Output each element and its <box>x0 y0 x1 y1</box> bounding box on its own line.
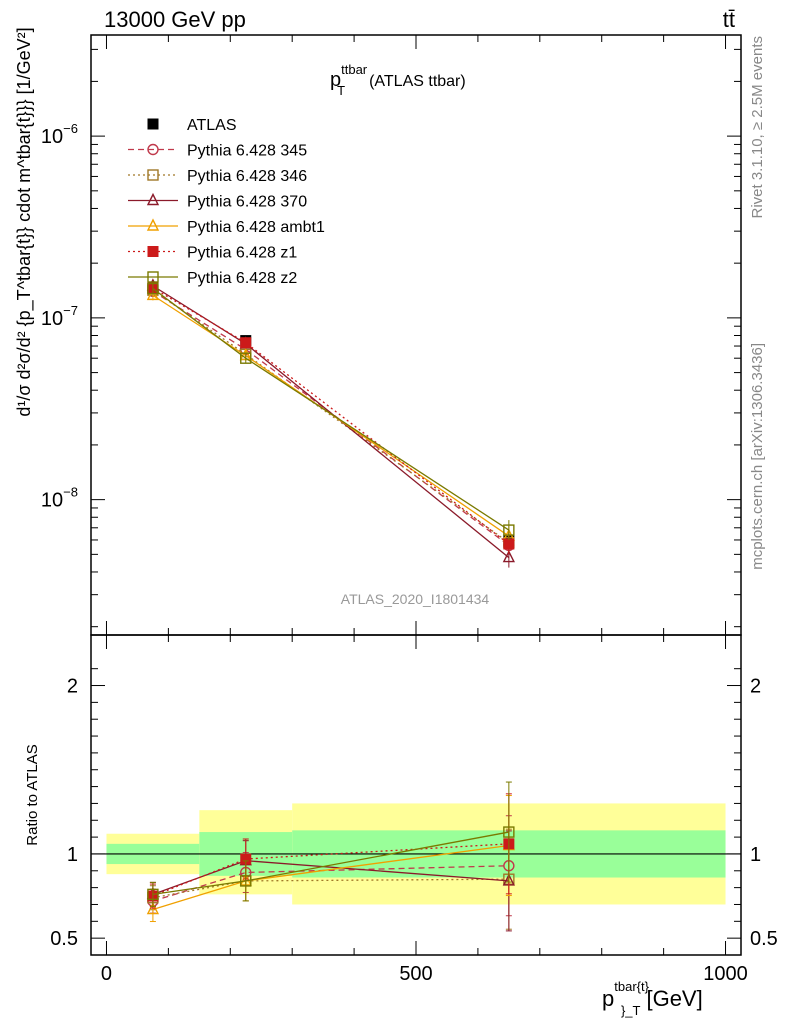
xaxis-label-unit: [GeV] <box>646 986 702 1011</box>
legend-entry: ATLAS <box>147 117 237 134</box>
legend-entry: Pythia 6.428 370 <box>128 192 307 211</box>
legend-label: ATLAS <box>187 117 237 134</box>
main-plot-title: pttbar T (ATLAS ttbar) <box>330 62 466 98</box>
xaxis-label-main: p <box>602 986 614 1011</box>
legend-entry: Pythia 6.428 z1 <box>128 245 297 262</box>
legend-marker <box>147 169 159 181</box>
series-point-main <box>503 524 515 536</box>
series-line-main <box>152 285 510 559</box>
legend-marker <box>146 192 160 206</box>
legend-label: Pythia 6.428 345 <box>187 143 307 160</box>
series-line-main <box>152 287 510 545</box>
main-ylabel: d¹/σ d²σ/d² {p_T^tbar{t}} cdot m^tbar{t}… <box>14 27 35 416</box>
legend-marker <box>147 271 159 283</box>
ratio-y-tick-label-right: 2 <box>750 676 761 698</box>
ratio-panel-frame <box>90 634 742 956</box>
series-point-main <box>503 538 515 550</box>
title-sub: T <box>337 83 345 98</box>
series-point-main <box>240 337 252 349</box>
header-right-label: tt̄ <box>723 7 735 32</box>
series-line-ratio <box>152 878 509 899</box>
rivet-label: Rivet 3.1.10, ≥ 2.5M events <box>749 36 766 219</box>
series-point-main <box>240 352 252 364</box>
title-main: p <box>330 69 341 91</box>
legend-marker <box>147 246 159 257</box>
main-y-tick-label: 10−6 <box>41 121 78 148</box>
series-point-ratio <box>503 826 515 838</box>
legend-label: Pythia 6.428 z1 <box>187 245 297 262</box>
legend-label: Pythia 6.428 346 <box>187 168 307 185</box>
header-left-label: 13000 GeV pp <box>104 7 246 32</box>
series-point-ratio <box>240 875 252 887</box>
series-6 <box>147 282 515 907</box>
legend-entry: Pythia 6.428 z2 <box>128 270 297 287</box>
analysis-watermark: ATLAS_2020_I1801434 <box>341 591 490 607</box>
main-y-tick-label: 10−7 <box>41 303 78 330</box>
x-tick-label: 0 <box>101 963 112 985</box>
legend-label: Pythia 6.428 370 <box>187 194 307 211</box>
title-suffix: (ATLAS ttbar) <box>369 73 466 90</box>
legend-entry: Pythia 6.428 346 <box>128 168 307 185</box>
legend-marker <box>147 118 159 130</box>
series-point-main <box>146 287 160 301</box>
ratio-y-tick-label-left: 1 <box>67 844 78 866</box>
legend-marker <box>147 143 159 156</box>
series-point-main <box>502 550 515 563</box>
ratio-y-tick-label-right: 1 <box>750 844 761 866</box>
legend-label: Pythia 6.428 ambt1 <box>187 219 325 236</box>
series-line-main <box>152 294 510 537</box>
ratio-y-tick-label-right: 0.5 <box>750 928 778 950</box>
xaxis-label: ptbar{t} }_T [GeV] <box>602 979 703 1018</box>
title-sup: ttbar <box>341 62 368 77</box>
series-point-main <box>147 282 159 295</box>
ratio-ylabel: Ratio to ATLAS <box>24 744 41 845</box>
xaxis-label-sub: }_T <box>621 1003 641 1018</box>
legend-label: Pythia 6.428 z2 <box>187 270 297 287</box>
mcplots-label: mcplots.cern.ch [arXiv:1306.3436] <box>749 343 766 570</box>
legend-entry: Pythia 6.428 ambt1 <box>128 218 325 236</box>
series-0 <box>147 283 515 550</box>
main-y-tick-label: 10−8 <box>41 485 78 512</box>
legend-entry: Pythia 6.428 345 <box>128 143 307 160</box>
ratio-y-tick-label-left: 2 <box>67 676 78 698</box>
x-tick-label: 1000 <box>703 963 748 985</box>
legend-marker <box>146 218 160 231</box>
xaxis-label-sup: tbar{t} <box>614 979 649 994</box>
x-tick-label: 500 <box>399 963 432 985</box>
series-point-ratio <box>147 888 159 901</box>
ratio-y-tick-label-left: 0.5 <box>50 928 78 950</box>
